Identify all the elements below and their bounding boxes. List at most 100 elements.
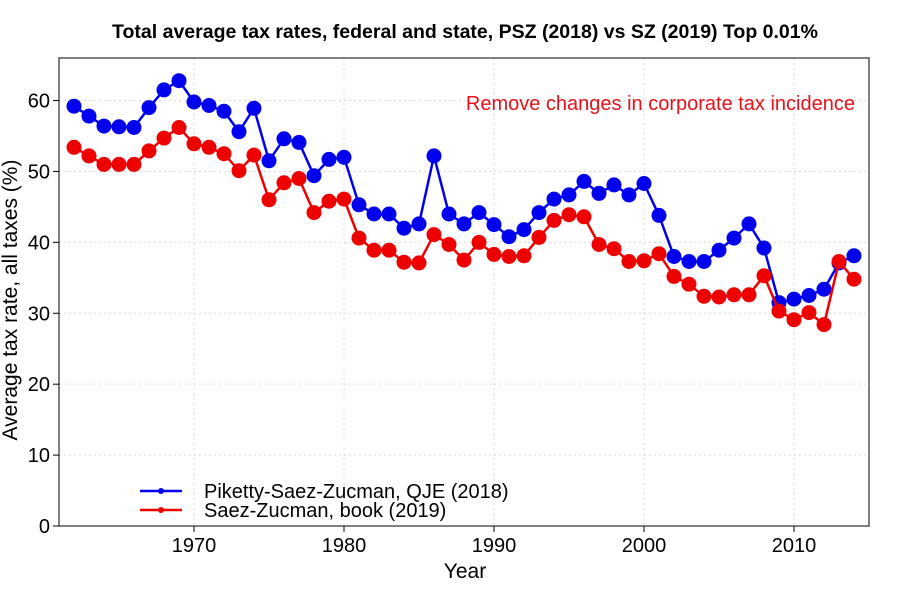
data-point (426, 227, 442, 243)
data-point (351, 197, 367, 213)
data-point (726, 230, 742, 246)
data-point (66, 98, 82, 114)
data-point (141, 143, 157, 159)
data-point (336, 149, 352, 165)
data-point (516, 248, 532, 264)
y-tick-label: 60 (28, 91, 50, 113)
data-point (651, 246, 667, 262)
data-point (621, 187, 637, 203)
data-point (456, 252, 472, 268)
data-point (261, 192, 277, 208)
data-point (186, 94, 202, 110)
data-point (771, 303, 787, 319)
x-tick-label: 2010 (772, 535, 817, 557)
data-point (111, 119, 127, 135)
data-point (171, 120, 187, 135)
legend: Piketty-Saez-Zucman, QJE (2018)Saez-Zucm… (140, 481, 509, 522)
data-point (201, 139, 217, 155)
x-tick-label: 1980 (322, 535, 367, 557)
data-point (156, 130, 172, 146)
data-point (126, 120, 142, 135)
data-point (96, 118, 112, 134)
data-point (231, 124, 247, 140)
x-axis-title: Year (444, 560, 486, 583)
data-point (756, 240, 772, 256)
data-point (696, 288, 712, 304)
data-point (786, 291, 802, 307)
data-point (81, 108, 97, 124)
data-point (621, 254, 637, 269)
data-point (471, 205, 487, 221)
data-point (531, 205, 547, 221)
y-tick-label: 30 (28, 303, 50, 325)
x-tick-label: 2000 (622, 535, 667, 557)
data-point (756, 268, 772, 284)
data-point (636, 176, 652, 191)
data-point (741, 216, 757, 232)
data-point (576, 173, 592, 189)
data-point (441, 237, 457, 252)
data-point (321, 151, 337, 167)
data-point (561, 187, 577, 203)
data-point (126, 156, 142, 172)
data-point (681, 276, 697, 292)
data-point (456, 216, 472, 232)
data-point (441, 206, 457, 222)
data-point (666, 268, 682, 284)
data-point (111, 156, 127, 172)
data-point (186, 136, 202, 152)
data-point (546, 212, 562, 228)
chart-annotation: Remove changes in corporate tax incidenc… (466, 93, 855, 115)
data-point (336, 191, 352, 207)
data-point (156, 82, 172, 98)
data-point (501, 229, 517, 245)
data-point (96, 156, 112, 172)
data-point (546, 191, 562, 207)
data-point (306, 168, 322, 184)
data-point (681, 254, 697, 269)
data-point (501, 249, 517, 264)
data-point (306, 205, 322, 221)
data-point (801, 305, 817, 321)
data-point (66, 139, 82, 155)
data-point (321, 193, 337, 209)
data-point (201, 98, 217, 113)
data-point (471, 234, 487, 250)
y-axis-title: Average tax rate, all taxes (%) (0, 160, 22, 441)
data-point (651, 207, 667, 223)
y-tick-label: 20 (28, 374, 50, 396)
data-point (606, 241, 622, 257)
data-point (846, 248, 862, 264)
data-point (291, 134, 307, 150)
data-point (816, 281, 832, 297)
data-point (591, 237, 607, 252)
y-tick-label: 10 (28, 445, 50, 467)
data-point (171, 73, 187, 89)
legend-swatch-marker (158, 507, 164, 513)
data-point (606, 177, 622, 193)
plot-frame (58, 57, 870, 527)
data-point (141, 100, 157, 116)
data-point (516, 222, 532, 238)
series-layer (66, 73, 862, 333)
chart-title: Total average tax rates, federal and sta… (112, 21, 818, 43)
x-tick-label: 1990 (472, 535, 517, 557)
series-1 (66, 73, 862, 311)
y-tick-label: 0 (39, 516, 50, 538)
data-point (561, 207, 577, 223)
data-point (411, 255, 427, 271)
data-point (246, 100, 262, 116)
data-point (351, 230, 367, 246)
data-point (366, 206, 382, 222)
data-point (276, 131, 292, 147)
data-point (666, 249, 682, 264)
data-point (486, 217, 502, 233)
data-point (726, 287, 742, 303)
data-point (711, 242, 727, 258)
data-point (816, 317, 832, 333)
data-point (216, 146, 232, 162)
data-point (261, 153, 277, 169)
data-point (246, 147, 262, 163)
data-point (576, 209, 592, 225)
